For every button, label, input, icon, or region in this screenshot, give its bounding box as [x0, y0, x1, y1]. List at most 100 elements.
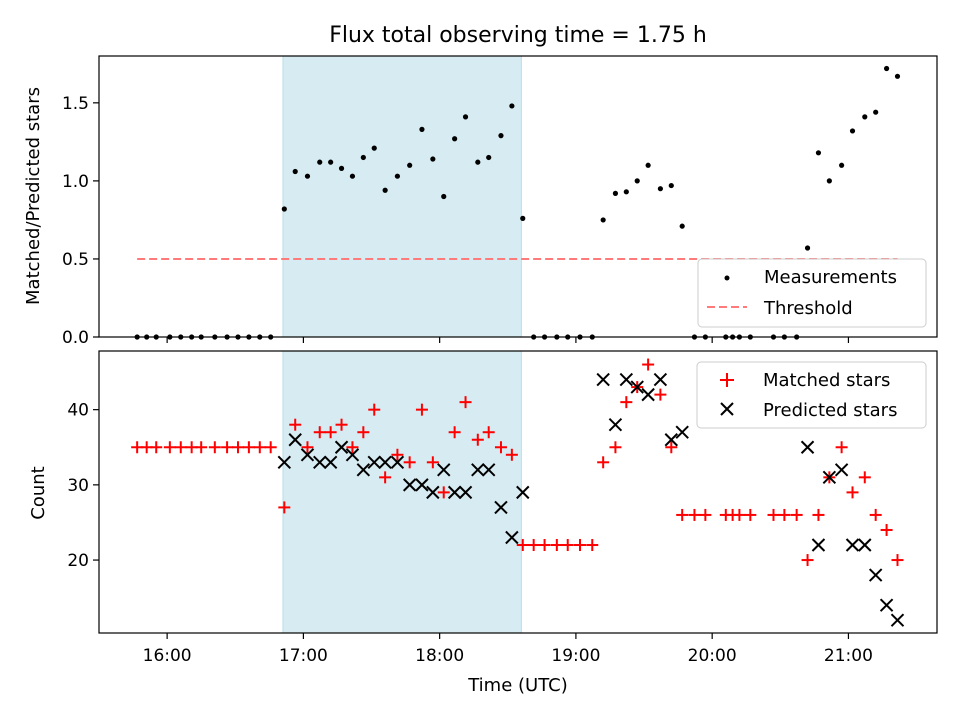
x-tick-label: 18:00 — [415, 646, 464, 666]
measurement-point — [668, 182, 674, 189]
matched-star-point — [195, 441, 208, 454]
top-y-tick-label: 0.5 — [62, 250, 89, 270]
matched-star-point — [801, 554, 814, 567]
measurement-point — [486, 154, 492, 161]
top-plot-border — [98, 55, 938, 338]
measurement-point — [281, 206, 287, 212]
matched-star-point — [869, 508, 882, 521]
measurement-point — [419, 126, 425, 132]
matched-star-point — [642, 358, 655, 371]
legend-measurements-label: Measurements — [764, 267, 897, 288]
predicted-star-point — [858, 538, 872, 552]
matched-star-point — [264, 441, 277, 454]
matched-star-point — [846, 486, 859, 499]
predicted-star-point — [447, 485, 462, 500]
matched-star-point — [561, 539, 574, 552]
top-y-tick-label: 1.5 — [62, 94, 89, 114]
matched-star-point — [242, 441, 255, 454]
matched-star-point — [231, 441, 244, 454]
legend-threshold-label: Threshold — [763, 298, 853, 319]
predicted-star-point — [494, 500, 508, 515]
predicted-star-point — [323, 455, 338, 470]
measurement-point — [849, 128, 856, 134]
predicted-star-point — [313, 455, 327, 470]
predicted-star-point — [437, 463, 451, 477]
matched-star-point — [289, 418, 302, 431]
predicted-star-point — [415, 478, 429, 492]
predicted-star-point — [608, 417, 623, 432]
matched-star-point — [778, 508, 791, 521]
predicted-star-point — [426, 485, 440, 500]
measurement-point — [382, 187, 388, 193]
predicted-star-point — [334, 440, 349, 454]
x-tick-label: 20:00 — [688, 646, 737, 666]
legend-matched-label: Matched stars — [763, 370, 890, 391]
matched-star-point — [665, 441, 678, 454]
matched-star-point — [767, 508, 780, 521]
predicted-star-point — [300, 448, 315, 462]
matched-star-point — [858, 471, 871, 484]
bot-y-tick-label: 30 — [67, 476, 89, 496]
measurement-point — [894, 73, 901, 79]
measurement-point — [623, 189, 629, 195]
legend-predicted-label: Predicted stars — [763, 400, 897, 421]
predicted-star-point — [664, 433, 678, 447]
measurement-point — [317, 159, 323, 165]
predicted-star-point — [811, 538, 826, 552]
measurement-point — [441, 193, 447, 200]
predicted-star-point — [596, 372, 610, 387]
predicted-star-point — [471, 463, 485, 477]
matched-star-point — [150, 441, 163, 454]
predicted-star-point — [868, 568, 883, 582]
measurement-point — [360, 154, 366, 161]
matched-star-point — [324, 426, 337, 439]
matched-star-point — [880, 523, 893, 536]
measurement-point — [612, 190, 619, 196]
matched-star-point — [174, 441, 187, 454]
x-tick-label: 17:00 — [279, 646, 328, 666]
predicted-star-point — [458, 485, 473, 500]
measurement-point — [498, 133, 504, 139]
matched-star-point — [357, 426, 370, 439]
measurement-point — [328, 159, 334, 165]
top-observing-span — [282, 55, 522, 338]
measurement-point — [883, 65, 890, 72]
measurement-point — [338, 165, 345, 171]
matched-star-point — [733, 508, 746, 521]
x-axis-label: Time (UTC) — [467, 675, 568, 696]
predicted-star-point — [800, 440, 815, 454]
matched-star-point — [609, 441, 622, 454]
bottom-legend: Matched stars Predicted stars — [696, 361, 927, 429]
measurement-point — [645, 162, 651, 168]
predicted-star-point — [277, 455, 292, 470]
matched-star-point — [688, 508, 701, 521]
predicted-star-point — [890, 613, 905, 627]
predicted-star-point — [675, 425, 689, 439]
top-y-tick-label: 0.0 — [62, 328, 89, 348]
measurement-point — [657, 186, 663, 192]
predicted-star-point — [345, 448, 360, 462]
predicted-star-point — [367, 455, 381, 470]
top-y-tick-label: 1.0 — [62, 172, 89, 192]
matched-star-point — [482, 426, 495, 439]
matched-star-point — [368, 403, 381, 416]
predicted-star-point — [834, 463, 849, 477]
matched-star-point — [527, 539, 540, 552]
measurement-point — [815, 150, 822, 156]
matched-star-point — [835, 441, 848, 454]
measurement-point — [679, 223, 685, 229]
bot-y-tick-label: 40 — [67, 401, 89, 421]
matched-star-point — [335, 418, 348, 431]
top-legend: Measurements Threshold — [697, 258, 927, 328]
legend-predicted-marker — [720, 402, 734, 416]
legend-matched-marker — [720, 373, 734, 387]
measurement-point — [407, 162, 413, 168]
measurement-point — [826, 178, 832, 184]
predicted-star-point — [619, 372, 634, 387]
matched-star-point — [654, 388, 667, 401]
x-tick-label: 19:00 — [551, 646, 600, 666]
matched-star-point — [301, 441, 314, 454]
matched-star-point — [699, 508, 712, 521]
bottom-plot-border — [98, 350, 938, 634]
